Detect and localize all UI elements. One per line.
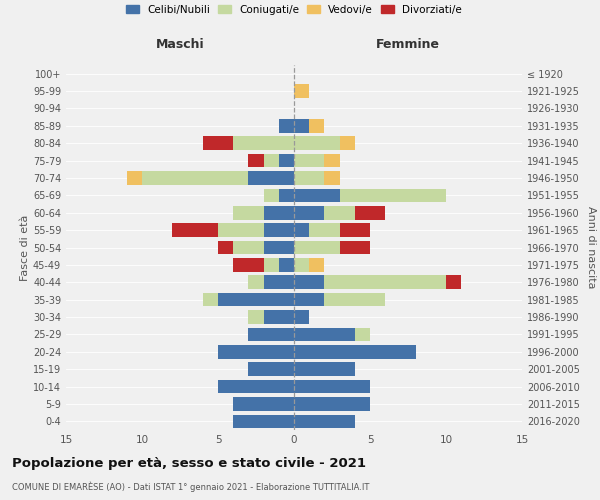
Bar xyxy=(355,328,370,341)
Bar xyxy=(233,258,263,272)
Bar xyxy=(325,206,355,220)
Bar xyxy=(294,154,325,168)
Bar xyxy=(294,414,355,428)
Bar xyxy=(279,154,294,168)
Bar xyxy=(172,224,218,237)
Bar xyxy=(294,224,309,237)
Bar xyxy=(279,119,294,132)
Bar xyxy=(218,240,233,254)
Bar xyxy=(233,397,294,410)
Bar xyxy=(248,154,263,168)
Bar xyxy=(203,136,233,150)
Bar xyxy=(294,380,370,394)
Bar xyxy=(248,171,294,185)
Bar xyxy=(309,224,340,237)
Bar xyxy=(294,362,355,376)
Bar xyxy=(233,206,263,220)
Bar xyxy=(263,206,294,220)
Bar xyxy=(279,258,294,272)
Bar xyxy=(340,136,355,150)
Bar xyxy=(248,310,263,324)
Bar xyxy=(294,240,340,254)
Bar xyxy=(309,119,325,132)
Bar xyxy=(233,240,263,254)
Bar xyxy=(218,293,294,306)
Text: COMUNE DI EMARÈSE (AO) - Dati ISTAT 1° gennaio 2021 - Elaborazione TUTTITALIA.IT: COMUNE DI EMARÈSE (AO) - Dati ISTAT 1° g… xyxy=(12,481,370,492)
Bar xyxy=(294,258,309,272)
Bar xyxy=(294,188,340,202)
Bar xyxy=(218,345,294,358)
Bar xyxy=(355,206,385,220)
Bar xyxy=(218,224,263,237)
Y-axis label: Anni di nascita: Anni di nascita xyxy=(586,206,596,289)
Bar xyxy=(248,328,294,341)
Bar xyxy=(294,276,325,289)
Bar xyxy=(263,224,294,237)
Bar xyxy=(325,171,340,185)
Bar xyxy=(142,171,248,185)
Bar xyxy=(248,276,263,289)
Bar xyxy=(309,258,325,272)
Bar xyxy=(203,293,218,306)
Bar xyxy=(294,345,416,358)
Text: Popolazione per età, sesso e stato civile - 2021: Popolazione per età, sesso e stato civil… xyxy=(12,458,366,470)
Bar xyxy=(233,136,294,150)
Bar xyxy=(294,328,355,341)
Bar xyxy=(263,154,279,168)
Bar xyxy=(233,414,294,428)
Text: Femmine: Femmine xyxy=(376,38,440,51)
Bar xyxy=(263,276,294,289)
Bar xyxy=(294,310,309,324)
Legend: Celibi/Nubili, Coniugati/e, Vedovi/e, Divorziati/e: Celibi/Nubili, Coniugati/e, Vedovi/e, Di… xyxy=(126,4,462,15)
Bar xyxy=(325,154,340,168)
Bar xyxy=(446,276,461,289)
Bar xyxy=(294,206,325,220)
Bar xyxy=(340,240,370,254)
Bar xyxy=(127,171,142,185)
Bar xyxy=(325,276,446,289)
Bar xyxy=(218,380,294,394)
Y-axis label: Fasce di età: Fasce di età xyxy=(20,214,30,280)
Bar xyxy=(325,293,385,306)
Bar xyxy=(340,188,446,202)
Text: Maschi: Maschi xyxy=(155,38,205,51)
Bar xyxy=(248,362,294,376)
Bar xyxy=(294,84,309,98)
Bar xyxy=(263,188,279,202)
Bar xyxy=(263,240,294,254)
Bar xyxy=(294,397,370,410)
Bar xyxy=(294,136,340,150)
Bar xyxy=(279,188,294,202)
Bar xyxy=(294,293,325,306)
Bar xyxy=(294,119,309,132)
Bar xyxy=(263,258,279,272)
Bar xyxy=(294,171,325,185)
Bar xyxy=(340,224,370,237)
Bar xyxy=(263,310,294,324)
